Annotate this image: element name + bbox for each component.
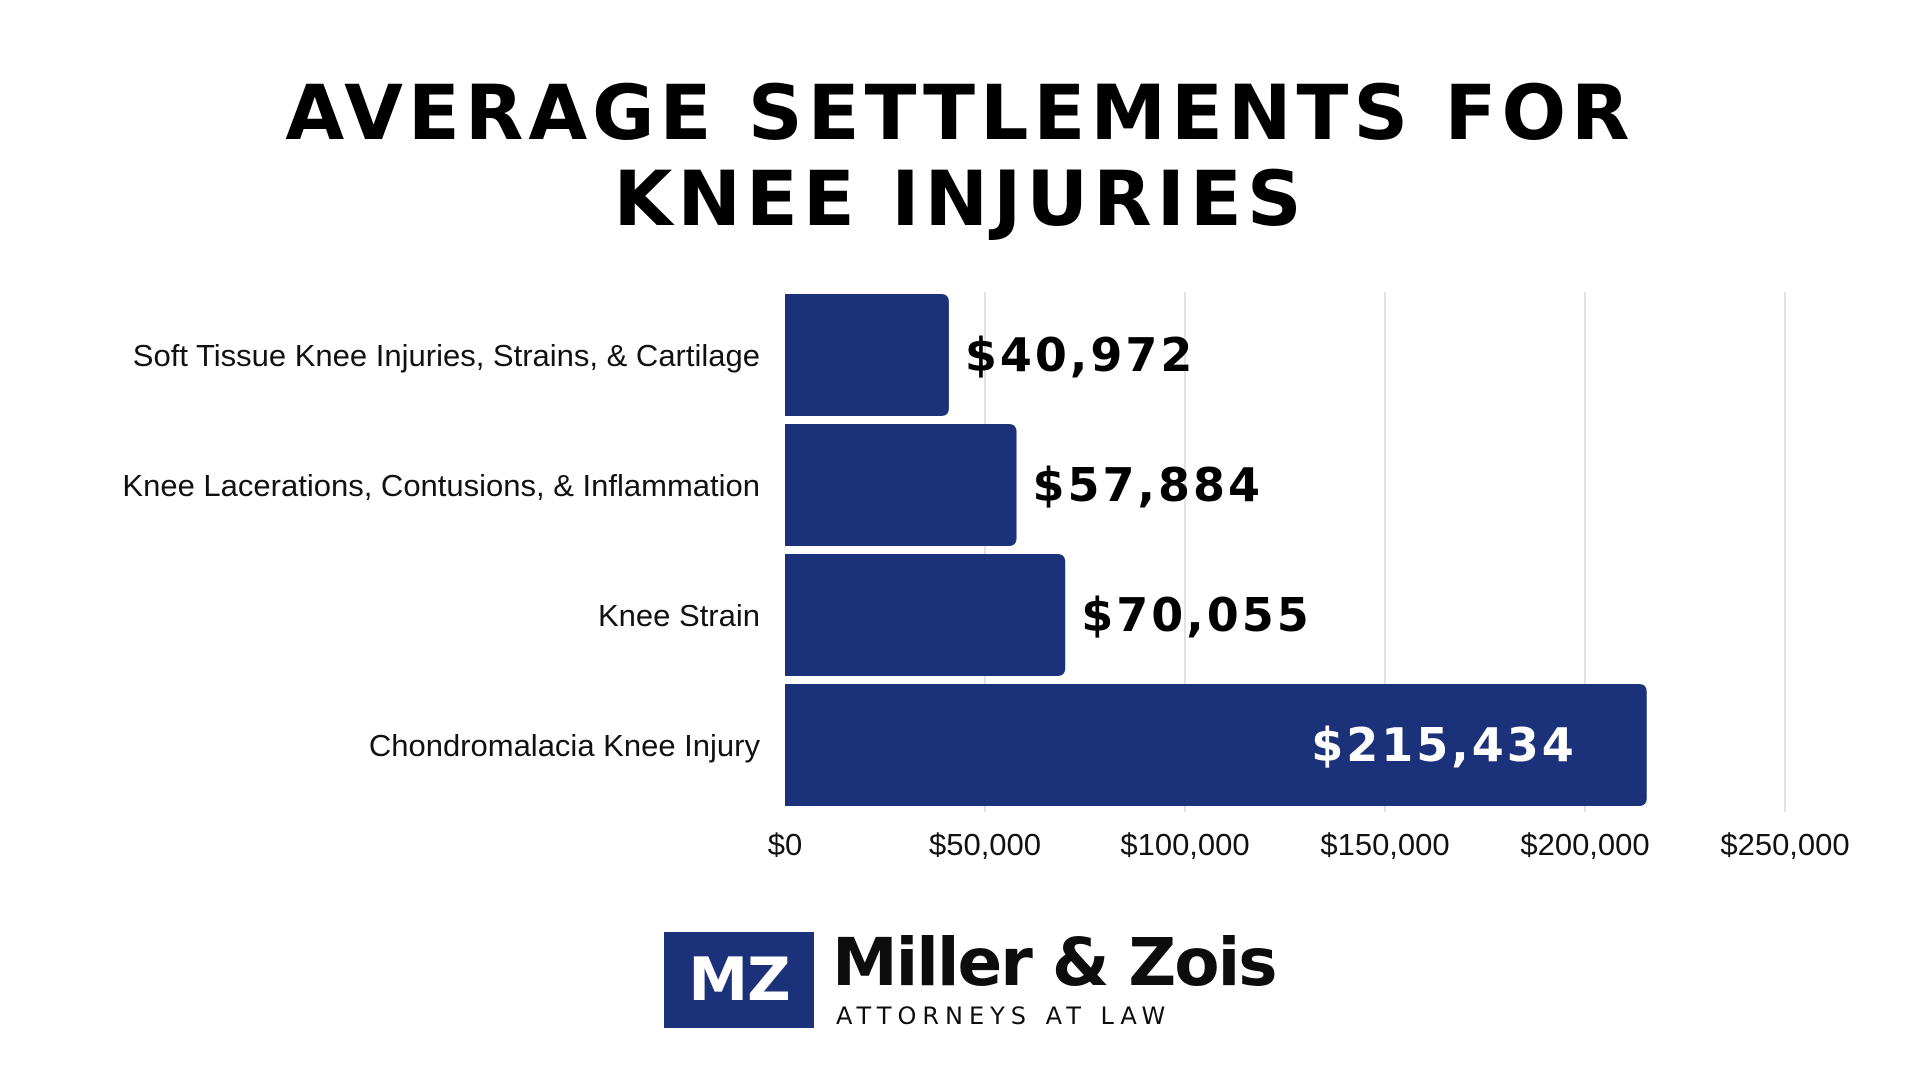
chart-title: AVERAGE SETTLEMENTS FOR KNEE INJURIES <box>0 70 1920 242</box>
category-label: Knee Lacerations, Contusions, & Inflamma… <box>122 468 760 503</box>
bars <box>785 294 1647 806</box>
category-label: Soft Tissue Knee Injuries, Strains, & Ca… <box>133 338 760 373</box>
x-axis-tick-labels: $0 $50,000 $100,000 $150,000 $200,000 $250,00… <box>768 827 1850 862</box>
bar <box>785 294 949 416</box>
data-label: $40,972 <box>965 328 1196 382</box>
bar-chart: Soft Tissue Knee Injuries, Strains, & Ca… <box>122 292 1850 862</box>
logo-firm-name: Miller & Zois <box>832 924 1277 1001</box>
data-labels: $40,972 $57,884 $70,055 $215,434 <box>965 328 1577 772</box>
bar <box>785 554 1066 676</box>
x-tick-label: $150,000 <box>1320 827 1449 862</box>
data-label: $70,055 <box>1081 588 1312 642</box>
x-tick-label: $100,000 <box>1120 827 1249 862</box>
category-label: Chondromalacia Knee Injury <box>369 728 761 763</box>
x-tick-label: $200,000 <box>1520 827 1649 862</box>
x-tick-label: $250,000 <box>1720 827 1849 862</box>
bar <box>785 424 1017 546</box>
chart-title-line-1: AVERAGE SETTLEMENTS FOR <box>285 68 1635 157</box>
category-label: Knee Strain <box>598 598 760 633</box>
x-tick-label: $0 <box>768 827 802 862</box>
logo-mark: MZ <box>664 932 814 1028</box>
bar <box>785 684 1647 806</box>
logo-tagline: ATTORNEYS AT LAW <box>836 1002 1172 1030</box>
category-labels: Soft Tissue Knee Injuries, Strains, & Ca… <box>122 338 760 763</box>
miller-zois-logo: MZ Miller & Zois ATTORNEYS AT LAW <box>664 924 1277 1030</box>
chart-title-line-2: KNEE INJURIES <box>613 154 1307 243</box>
x-tick-label: $50,000 <box>929 827 1041 862</box>
data-label: $57,884 <box>1033 458 1264 512</box>
data-label: $215,434 <box>1311 718 1577 772</box>
